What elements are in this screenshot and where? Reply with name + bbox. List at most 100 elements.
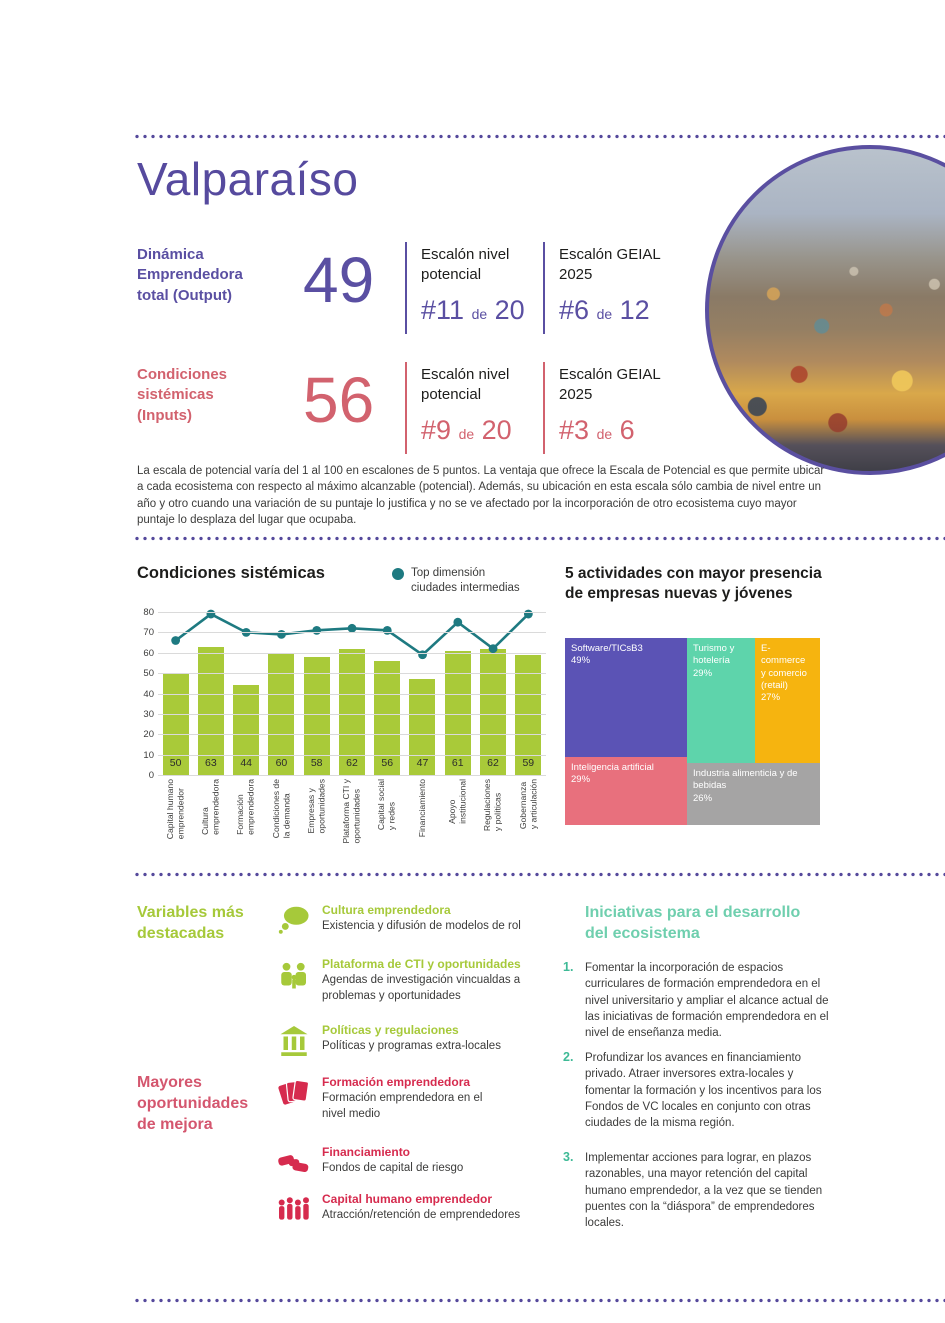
item-title: Capital humano emprendedor — [322, 1192, 493, 1206]
initiatives-heading: Iniciativas para el desarrollo del ecosi… — [585, 904, 801, 942]
rank-of: de — [596, 426, 613, 442]
item-title: Financiamiento — [322, 1145, 411, 1159]
dotted-separator-bottom — [135, 872, 945, 877]
dotted-separator-top — [135, 134, 945, 139]
bar-value-label: 62 — [346, 757, 358, 769]
initiative-text: Fomentar la incorporación de espacios cu… — [585, 962, 829, 1040]
x-axis-label-7: Financiamiento — [417, 779, 428, 838]
x-axis-label-1: Cultura emprendedora — [200, 779, 221, 835]
rank-total: 20 — [481, 415, 512, 445]
y-axis-tick: 60 — [143, 647, 154, 659]
bar-1: 63 — [197, 646, 224, 775]
x-axis-label-4: Empresas y oportunidades — [305, 779, 327, 834]
scale-note: La escala de potencial varía del 1 al 10… — [137, 465, 825, 526]
output-col2-rank: #6 de 12 — [559, 295, 650, 326]
output-col1-rank: #11 de 20 — [421, 295, 525, 326]
cell-pct: 26% — [693, 792, 713, 804]
gridline — [158, 612, 546, 613]
city-photo-texture — [709, 149, 945, 471]
improvement-item-capital-humano: Capital humano emprendedor Atracción/ret… — [276, 1192, 566, 1224]
cell-pct: 29% — [571, 774, 591, 786]
output-col1-title: Escalón nivel potencial — [421, 246, 510, 283]
item-title: Plataforma de CTI y oportunidades — [322, 957, 521, 971]
inputs-col1-rank: #9 de 20 — [421, 415, 512, 446]
improvement-item-financiamiento: Financiamiento Fondos de capital de ries… — [276, 1145, 566, 1177]
y-axis-tick: 10 — [143, 749, 154, 761]
highlight-item-politicas: Políticas y regulaciones Políticas y pro… — [276, 1023, 566, 1056]
y-axis-tick: 30 — [143, 708, 154, 720]
gridline — [158, 632, 546, 634]
conditions-bar-chart: 50 63 44 60 58 62 56 47 61 62 59 0 10 20 30 40 50 60 70 80… — [137, 598, 549, 868]
divider — [405, 362, 407, 454]
bar-value-label: 47 — [416, 757, 429, 769]
dotted-separator-middle — [135, 536, 945, 541]
bar-value-label: 61 — [451, 757, 464, 769]
bar-value-label: 56 — [381, 757, 394, 769]
cell-pct: 27% — [761, 692, 781, 704]
gridline — [158, 713, 546, 715]
handshake-icon — [278, 1155, 309, 1173]
rank-total: 20 — [494, 295, 525, 325]
gridline — [158, 754, 546, 756]
rank-total: 12 — [619, 295, 650, 325]
chart-title: Condiciones sistémicas — [137, 564, 325, 582]
chart-x-labels: Capital humano emprendedor Cultura empren… — [158, 779, 546, 843]
bar-6: 56 — [374, 660, 401, 775]
bar-8: 61 — [444, 650, 471, 775]
x-axis-label-2: Formación emprendedora — [235, 779, 257, 835]
initiative-text: Profundizar los avances en financiamient… — [585, 1052, 822, 1130]
rank-number: #6 — [559, 295, 590, 325]
inputs-label: Condiciones sistémicas (Inputs) — [137, 366, 228, 424]
divider — [543, 362, 545, 454]
x-axis-label-5: Plataforma CTI y oportunidades — [341, 779, 362, 844]
y-axis-tick: 80 — [143, 607, 154, 618]
rank-total: 6 — [619, 415, 635, 445]
bar-0: 50 — [162, 673, 189, 775]
cell-label: Industria alimenticia y de bebidas — [693, 768, 798, 792]
treemap-cell-software: Software/TICsB3 49% — [565, 638, 687, 757]
bank-icon — [280, 1026, 308, 1056]
item-desc: Formación emprendedora en el nivel medio — [322, 1092, 483, 1120]
item-desc: Agendas de investigación vincualdas a pr… — [322, 974, 521, 1002]
city-photo — [705, 145, 945, 475]
gridline — [158, 734, 546, 736]
item-title: Políticas y regulaciones — [322, 1023, 459, 1037]
y-axis-tick: 20 — [143, 729, 154, 741]
bar-9: 62 — [480, 648, 507, 775]
item-desc: Atracción/retención de emprendedores — [322, 1209, 521, 1221]
inputs-col2-title: Escalón GEIAL 2025 — [559, 366, 661, 403]
divider — [405, 242, 407, 334]
treemap-cell-turismo: Turismo y hotelería 29% — [687, 638, 755, 763]
improvement-item-formacion: Formación emprendedora Formación emprend… — [276, 1075, 566, 1122]
y-axis-tick: 50 — [143, 668, 154, 680]
rank-of: de — [596, 306, 613, 322]
x-axis-label-0: Capital humano emprendedor — [164, 779, 186, 840]
rank-number: #11 — [421, 295, 465, 325]
initiative-1: 1. Fomentar la incorporación de espacios… — [563, 960, 833, 1042]
initiative-3: 3. Implementar acciones para lograr, en … — [563, 1150, 833, 1232]
gridline — [158, 652, 546, 654]
cell-label: Turismo y hotelería — [693, 643, 735, 667]
y-axis-tick: 0 — [148, 770, 154, 781]
rank-number: #3 — [559, 415, 590, 445]
item-title: Formación emprendedora — [322, 1075, 471, 1089]
treemap-cell-ecommerce: E-commerce y comercio (retail) 27% — [755, 638, 820, 763]
bar-value-label: 59 — [522, 757, 535, 769]
y-axis-tick: 40 — [143, 688, 154, 700]
rank-number: #9 — [421, 415, 452, 445]
cell-label: Inteligencia artificial — [571, 762, 654, 773]
divider — [543, 242, 545, 334]
bar-2: 44 — [233, 685, 260, 775]
initiative-number: 2. — [563, 1050, 574, 1064]
people-group-icon — [278, 1197, 309, 1220]
treemap-title: 5 actividades con mayor presencia de emp… — [565, 565, 822, 603]
bar-value-label: 60 — [275, 757, 288, 769]
output-col2-title: Escalón GEIAL 2025 — [559, 246, 661, 283]
bar-5: 62 — [338, 648, 365, 775]
x-axis-label-6: Capital social y redes — [376, 779, 398, 831]
gridline — [158, 693, 546, 695]
item-desc: Existencia y difusión de modelos de rol — [322, 920, 521, 932]
bar-7: 47 — [409, 679, 436, 775]
cell-pct: 49% — [571, 655, 591, 667]
